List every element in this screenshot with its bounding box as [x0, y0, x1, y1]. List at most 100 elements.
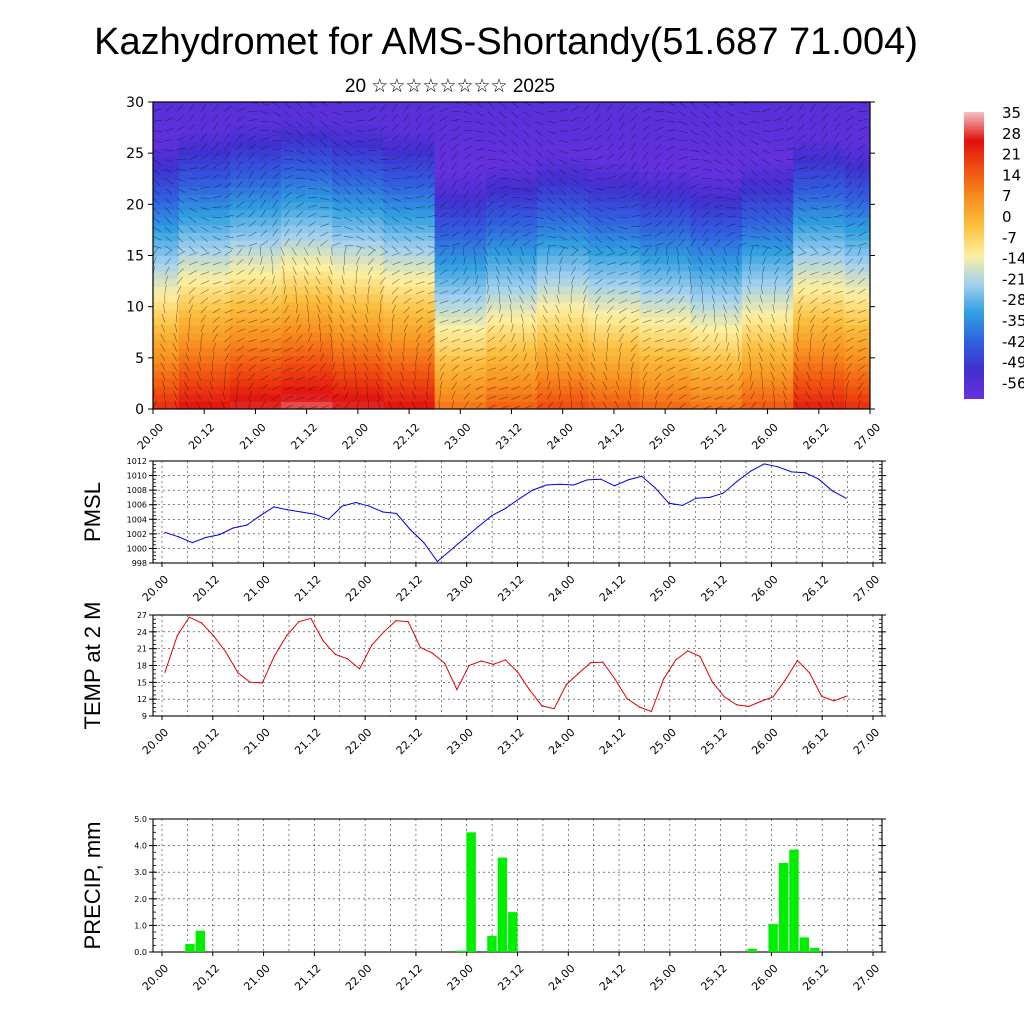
wind-barb — [845, 142, 852, 151]
wind-barb — [618, 251, 628, 256]
wind-barb — [690, 315, 697, 323]
wind-barb — [308, 111, 316, 118]
wind-barb — [463, 102, 472, 107]
wind-barb — [200, 113, 206, 122]
wind-barb — [784, 323, 787, 333]
wind-barb — [869, 341, 870, 342]
data-point — [662, 678, 665, 680]
wind-barb — [463, 348, 473, 352]
wind-barb — [403, 197, 413, 199]
wind-barb — [499, 140, 508, 146]
wind-barb — [547, 159, 555, 166]
wind-barb — [248, 110, 258, 112]
wind-barb — [375, 343, 381, 352]
wind-barb — [758, 304, 763, 314]
wind-barb — [590, 381, 596, 390]
wind-barb — [762, 207, 770, 214]
wind-barb — [762, 140, 772, 143]
heatmap-cell — [485, 209, 539, 218]
wind-barb — [774, 197, 782, 205]
colorbar-label: 7 — [1002, 187, 1012, 205]
data-point — [565, 683, 567, 686]
heatmap-cell — [383, 370, 436, 379]
wind-barb — [619, 102, 620, 103]
wind-barb — [774, 207, 781, 215]
wind-barb — [702, 149, 711, 155]
heatmap-cell — [690, 301, 743, 310]
wind-barb — [494, 257, 500, 266]
wind-barb — [781, 362, 787, 371]
heatmap-cell — [383, 316, 436, 326]
wind-barb — [630, 105, 639, 112]
panel-xtick-label: 26.12 — [800, 962, 831, 993]
heatmap-cell — [281, 316, 334, 326]
heatmap-cell — [485, 309, 539, 318]
panel-xtick-label: 26.12 — [800, 573, 831, 604]
wind-barb — [403, 297, 412, 304]
wind-barb — [583, 268, 591, 275]
wind-barb — [519, 304, 524, 314]
wind-barb — [320, 111, 328, 117]
heatmap-cell — [588, 247, 641, 257]
panel-xtick-label: 23.00 — [445, 962, 476, 993]
wind-barb — [571, 207, 578, 215]
wind-barb — [774, 116, 783, 122]
wind-barb — [463, 129, 473, 132]
wind-barb — [774, 245, 783, 251]
wind-barb — [772, 304, 775, 314]
wind-barb — [559, 197, 566, 205]
wind-barb — [535, 361, 539, 371]
data-point — [368, 505, 370, 507]
heatmap-cell — [229, 201, 283, 211]
heatmap-cell — [588, 324, 641, 333]
wind-barb — [272, 295, 278, 304]
wind-barb — [794, 352, 799, 362]
heatmap-cell — [229, 347, 283, 356]
wind-barb — [208, 391, 214, 400]
heatmap-cell — [383, 278, 436, 287]
heatmap-cell — [741, 263, 795, 272]
heatmap-cell — [639, 309, 692, 318]
wind-barb — [188, 102, 190, 103]
heatmap-cell — [741, 224, 795, 234]
wind-barb — [260, 256, 263, 266]
wind-barb — [260, 199, 266, 208]
wind-barb — [579, 333, 584, 342]
heatmap-cell — [844, 339, 870, 349]
heatmap-cell — [153, 286, 180, 295]
heatmap-cell — [741, 132, 795, 141]
data-point — [763, 463, 765, 465]
panel-xtick-label: 25.12 — [698, 573, 729, 604]
wind-barb — [774, 216, 781, 224]
heatmap-ytick-label: 15 — [126, 249, 144, 265]
heatmap-cell — [434, 240, 487, 249]
wind-barb — [176, 178, 186, 182]
wind-barb — [388, 352, 393, 362]
wind-barb — [821, 113, 828, 122]
wind-barb — [316, 256, 321, 266]
wind-barb — [567, 323, 572, 333]
wind-barb — [332, 168, 339, 176]
wind-barb — [857, 373, 865, 381]
wind-barb — [834, 290, 843, 295]
wind-barb — [666, 137, 676, 141]
wind-barb — [403, 245, 411, 253]
wind-barb — [463, 154, 472, 160]
heatmap-cell — [588, 301, 641, 310]
colorbar-label: 35 — [1002, 104, 1021, 122]
wind-barb — [248, 143, 256, 151]
heatmap-cell — [639, 301, 692, 310]
heatmap-cell — [434, 278, 487, 287]
heatmap-cell — [485, 370, 539, 379]
wind-barb — [212, 251, 222, 256]
heatmap-cell — [332, 125, 385, 134]
pmsl-panel: 9981000100210041006100810101012PMSL20.00… — [80, 457, 886, 604]
wind-barb — [160, 353, 166, 362]
wind-barb — [857, 267, 865, 275]
wind-barb — [714, 364, 722, 371]
wind-barb — [212, 113, 219, 122]
wind-barb — [451, 190, 458, 199]
wind-barb — [212, 132, 218, 141]
heatmap-cell — [383, 378, 436, 387]
wind-barb — [607, 175, 616, 180]
